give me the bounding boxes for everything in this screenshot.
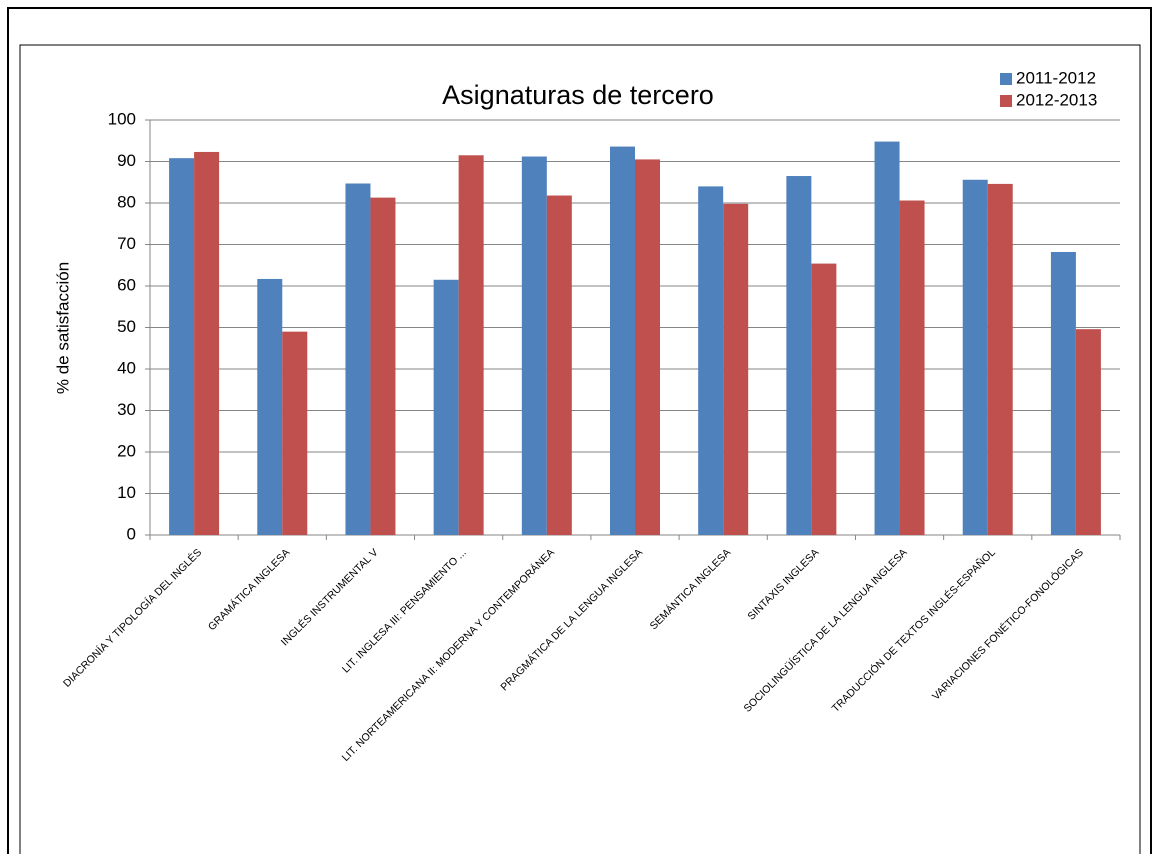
y-tick-label: 0: [127, 524, 136, 543]
y-tick-label: 50: [117, 317, 136, 336]
y-tick-label: 10: [117, 483, 136, 502]
y-axis-label: % de satisfacción: [53, 262, 72, 394]
x-tick-label: TRADUCCIÓN DE TEXTOS INGLÉS-ESPAÑOL: [829, 546, 998, 715]
y-tick-label: 80: [117, 192, 136, 211]
bar: [282, 331, 308, 535]
bar: [610, 146, 635, 535]
x-tick-label: DIACRONÍA Y TIPOLOGÍA DEL INGLÉS: [60, 546, 204, 690]
y-tick-label: 40: [117, 358, 136, 377]
y-tick-label: 60: [117, 275, 136, 294]
chart-border: [19, 44, 1141, 854]
x-tick-label: SEMÁNTICA INGLESA: [647, 546, 733, 632]
bar: [433, 279, 459, 535]
y-tick-label: 70: [117, 234, 136, 253]
x-tick-label: SOCIOLINGÜÍSTICA DE LA LENGUA INGLESA: [741, 546, 910, 715]
legend-label: 2012-2013: [1016, 90, 1097, 109]
bar: [899, 200, 925, 535]
bar: [962, 179, 988, 535]
bar: [1050, 251, 1076, 535]
bar: [723, 203, 749, 535]
chart-title: Asignaturas de tercero: [442, 80, 714, 110]
x-tick-label: SINTAXIS INGLESA: [745, 547, 821, 623]
bar: [521, 156, 547, 535]
bar: [458, 155, 484, 535]
bar: [194, 151, 220, 535]
legend-swatch: [1000, 95, 1012, 107]
bar: [546, 195, 572, 535]
bar: [345, 183, 371, 535]
bar: [257, 278, 283, 535]
x-tick-label: LIT. NORTEAMERICANA II: MODERNA Y CONTEM…: [339, 546, 557, 764]
y-tick-label: 20: [117, 441, 136, 460]
y-tick-label: 30: [117, 400, 136, 419]
bar: [874, 141, 900, 535]
legend-swatch: [1000, 73, 1012, 85]
bar: [987, 183, 1013, 535]
bar: [1075, 329, 1101, 535]
bar: [169, 158, 195, 535]
y-tick-label: 90: [117, 151, 136, 170]
x-tick-label: GRAMÁTICA INGLESA: [205, 546, 292, 633]
x-tick-label: VARIACIONES FONÉTICO-FONOLÓGICAS: [929, 546, 1086, 703]
y-tick-label: 100: [108, 109, 136, 128]
x-tick-label: INGLÉS INSTRUMENTAL V: [278, 546, 380, 648]
bar: [635, 159, 660, 536]
bar: [786, 176, 812, 535]
bar: [811, 263, 837, 535]
x-tick-label: PRAGMÁTICA DE LA LENGUA INGLESA: [498, 546, 645, 693]
bar: [698, 186, 724, 535]
outer-border: [7, 7, 1152, 854]
bar: [370, 197, 396, 536]
legend-label: 2011-2012: [1016, 68, 1096, 87]
